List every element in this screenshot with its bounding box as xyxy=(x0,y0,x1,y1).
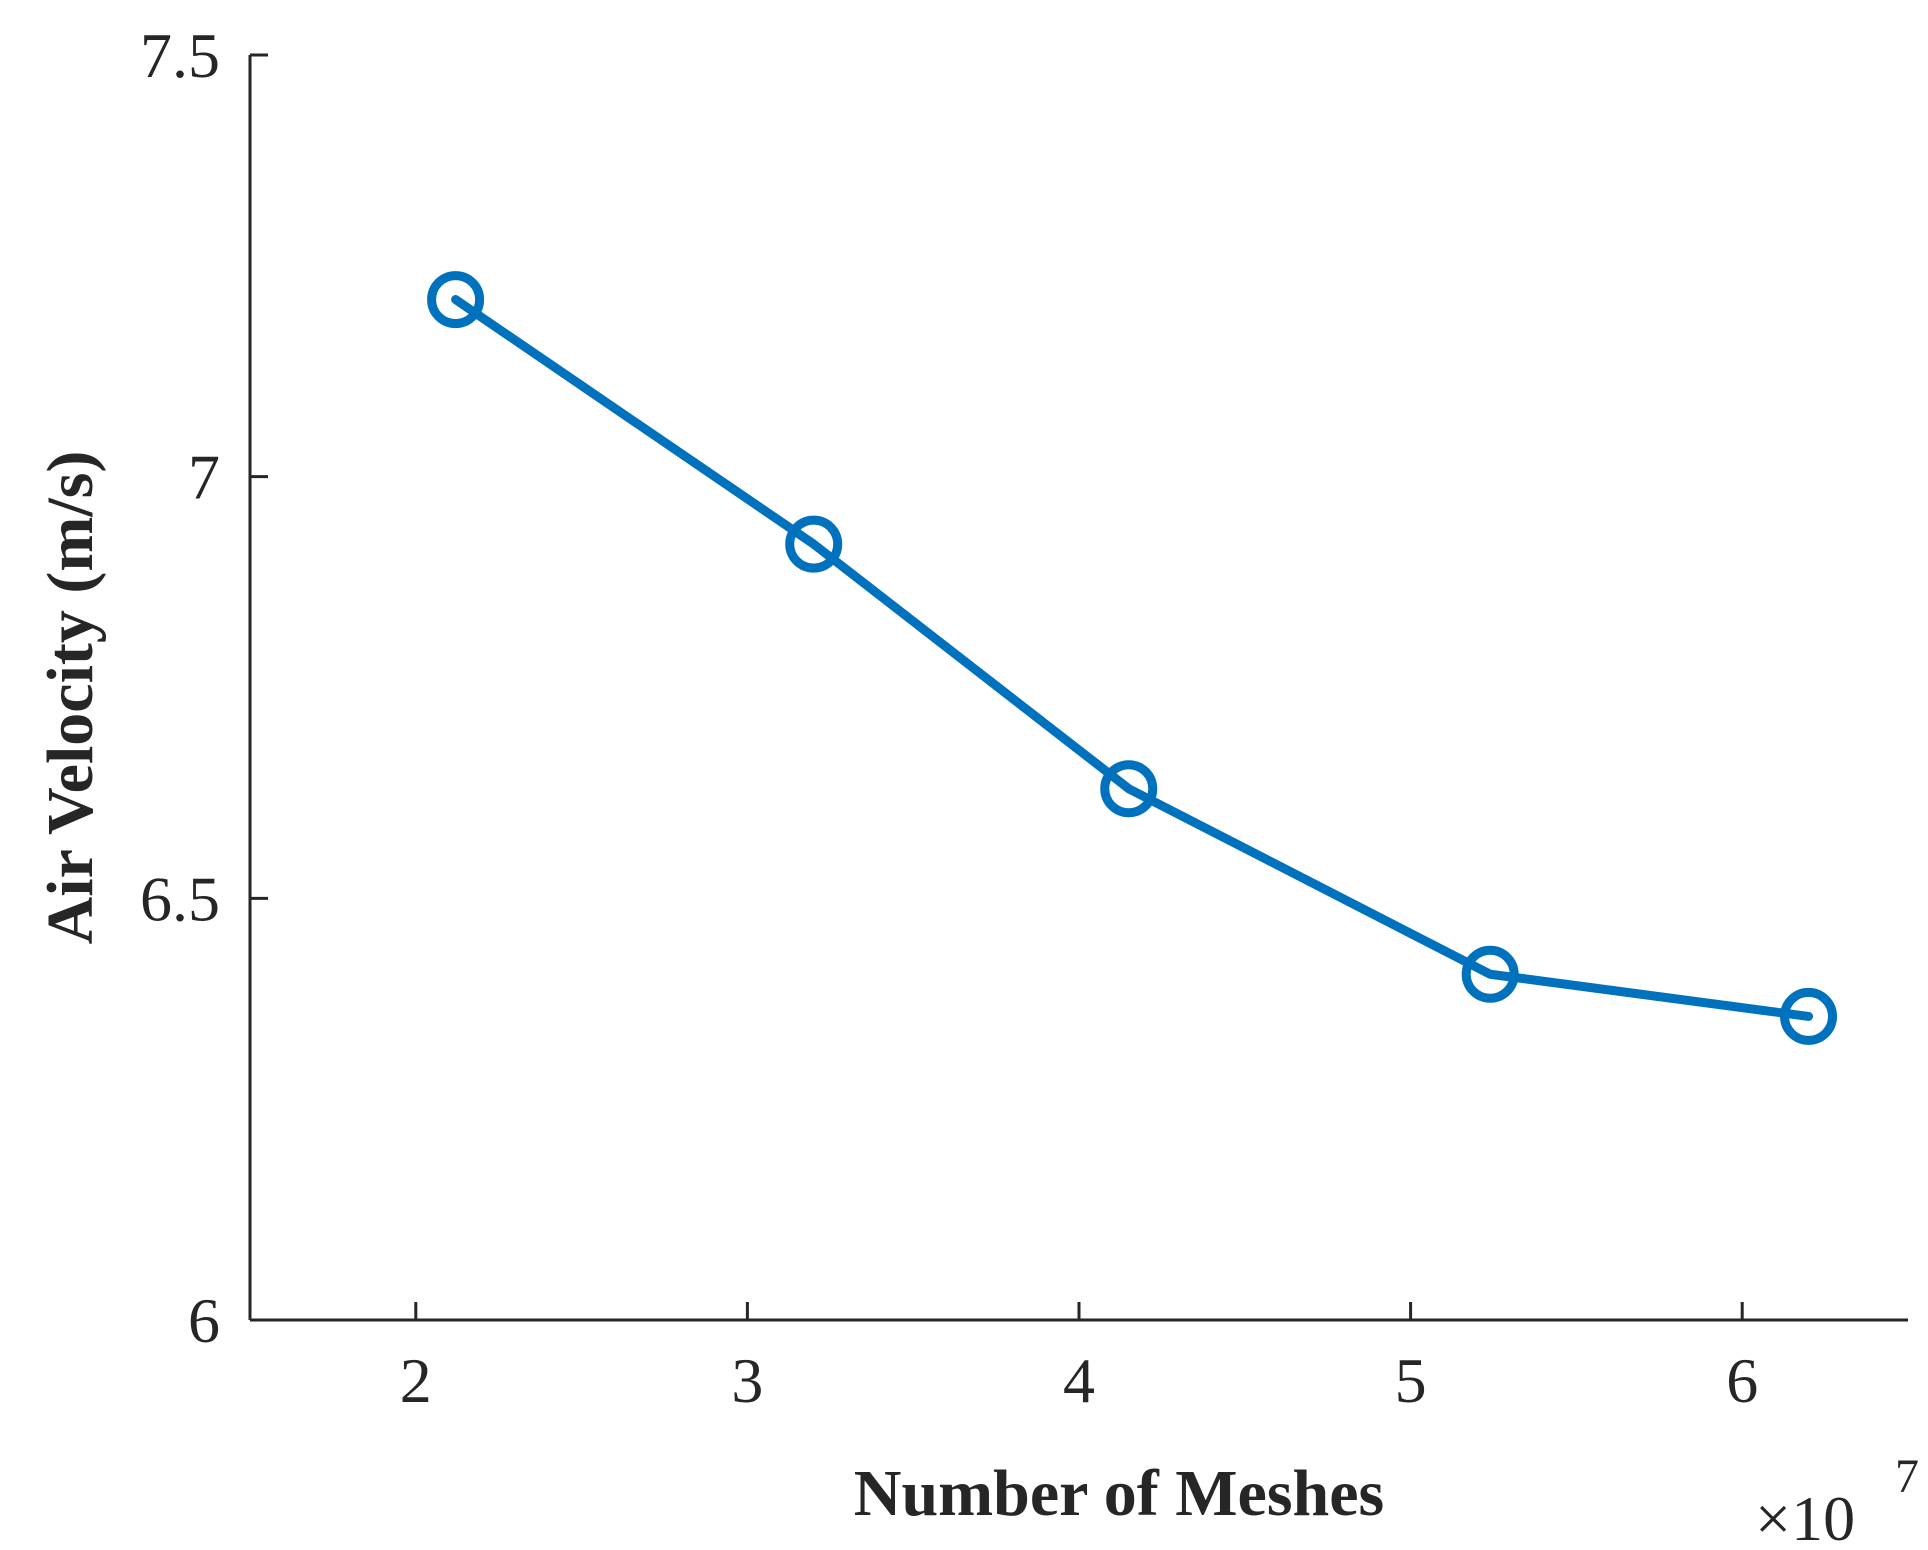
x-tick-label: 3 xyxy=(731,1345,763,1416)
x-multiplier-base: ×10 xyxy=(1755,1483,1855,1550)
axes xyxy=(248,55,1908,1322)
ticks: 2 3 4 5 6 6 6.5 7 7.5 xyxy=(140,20,1758,1416)
x-axis-title: Number of Meshes xyxy=(854,1457,1384,1530)
x-multiplier-exponent: 7 xyxy=(1895,1450,1919,1503)
series-line xyxy=(451,295,1814,1021)
x-axis-multiplier: ×10 7 xyxy=(1755,1450,1919,1550)
data-point-marker xyxy=(1780,987,1838,1045)
x-tick-label: 2 xyxy=(400,1345,432,1416)
y-tick-label: 6.5 xyxy=(140,863,220,934)
x-tick-label: 5 xyxy=(1395,1345,1427,1416)
y-tick-label: 6 xyxy=(188,1285,220,1356)
x-tick-label: 4 xyxy=(1063,1345,1095,1416)
data-point-marker xyxy=(427,271,485,329)
data-point-marker xyxy=(1100,760,1158,818)
x-tick-label: 6 xyxy=(1726,1345,1758,1416)
data-point-marker xyxy=(1461,945,1519,1003)
series xyxy=(427,271,1838,1045)
y-tick-label: 7 xyxy=(188,442,220,513)
y-axis-title: Air Velocity (m/s) xyxy=(34,451,107,945)
data-point-marker xyxy=(785,515,843,573)
y-tick-label: 7.5 xyxy=(140,20,220,91)
